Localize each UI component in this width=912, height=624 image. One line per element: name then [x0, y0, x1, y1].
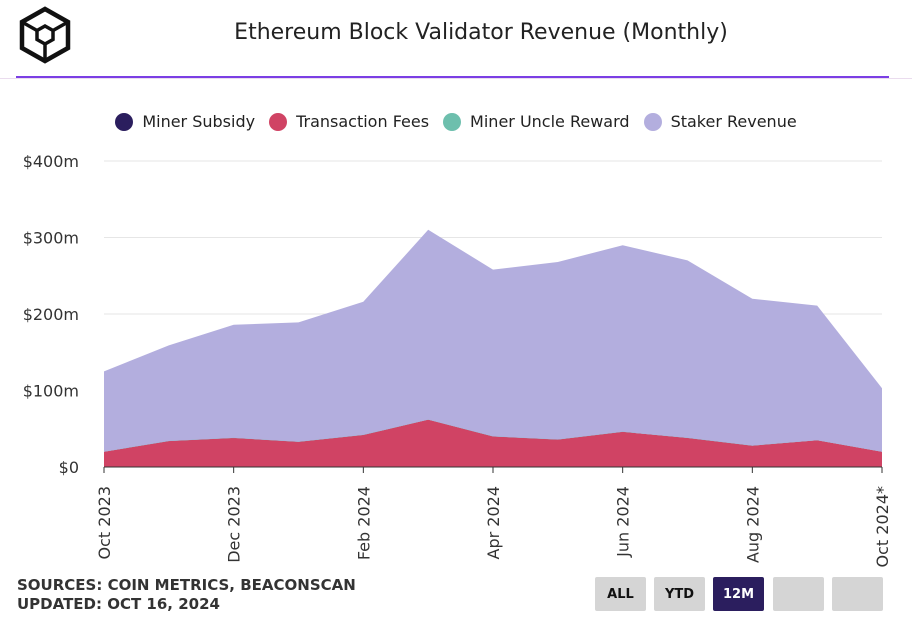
x-tick-label: Aug 2024	[743, 486, 762, 563]
legend-item-transaction-fees[interactable]: Transaction Fees	[269, 112, 429, 131]
area-transaction-fees	[104, 419, 882, 467]
y-tick-label: $300m	[23, 229, 79, 248]
legend-swatch	[115, 112, 134, 131]
y-tick-label: $200m	[23, 305, 79, 324]
y-tick-label: $100m	[23, 382, 79, 401]
legend-label: Miner Uncle Reward	[470, 112, 630, 131]
area-staker-revenue	[104, 229, 882, 452]
title-divider	[16, 76, 889, 78]
legend-swatch	[269, 112, 288, 131]
legend-item-miner-uncle-reward[interactable]: Miner Uncle Reward	[443, 112, 630, 131]
x-tick-label: Apr 2024	[484, 486, 503, 559]
x-tick-label: Feb 2024	[354, 486, 373, 560]
chart-title: Ethereum Block Validator Revenue (Monthl…	[234, 20, 728, 45]
x-tick-label: Dec 2023	[225, 486, 244, 563]
y-tick-label: $0	[59, 458, 79, 477]
legend-label: Miner Subsidy	[142, 112, 256, 131]
updated-note: UPDATED: OCT 16, 2024	[17, 595, 220, 613]
legend-swatch	[643, 112, 662, 131]
x-tick-label: Oct 2023	[95, 486, 114, 559]
x-tick-label: Jun 2024	[614, 486, 633, 558]
block-logo-icon	[19, 6, 71, 64]
legend-label: Staker Revenue	[670, 112, 797, 131]
range-button-12m[interactable]: 12M	[713, 577, 764, 611]
sources-note: SOURCES: COIN METRICS, BEACONSCAN	[17, 576, 356, 594]
range-button-ytd[interactable]: YTD	[654, 577, 705, 611]
legend-item-staker-revenue[interactable]: Staker Revenue	[643, 112, 797, 131]
area-chart: $0 $100m $200m $300m $400m Oct 2023 Dec 2023 Fe…	[23, 152, 892, 567]
range-button-all[interactable]: ALL	[595, 577, 646, 611]
chart-footer: SOURCES: COIN METRICS, BEACONSCAN UPDATE…	[17, 576, 356, 614]
y-tick-label: $400m	[23, 152, 79, 171]
legend-label: Transaction Fees	[296, 112, 430, 131]
chart-header: Ethereum Block Validator Revenue (Monthl…	[0, 0, 912, 79]
chart-legend: Miner Subsidy Transaction Fees Miner Unc…	[0, 112, 912, 131]
range-button-blank-1[interactable]	[773, 577, 824, 611]
x-tick-label: Oct 2024*	[873, 486, 892, 567]
range-button-blank-2[interactable]	[832, 577, 883, 611]
legend-swatch	[443, 112, 462, 131]
legend-item-miner-subsidy[interactable]: Miner Subsidy	[115, 112, 255, 131]
